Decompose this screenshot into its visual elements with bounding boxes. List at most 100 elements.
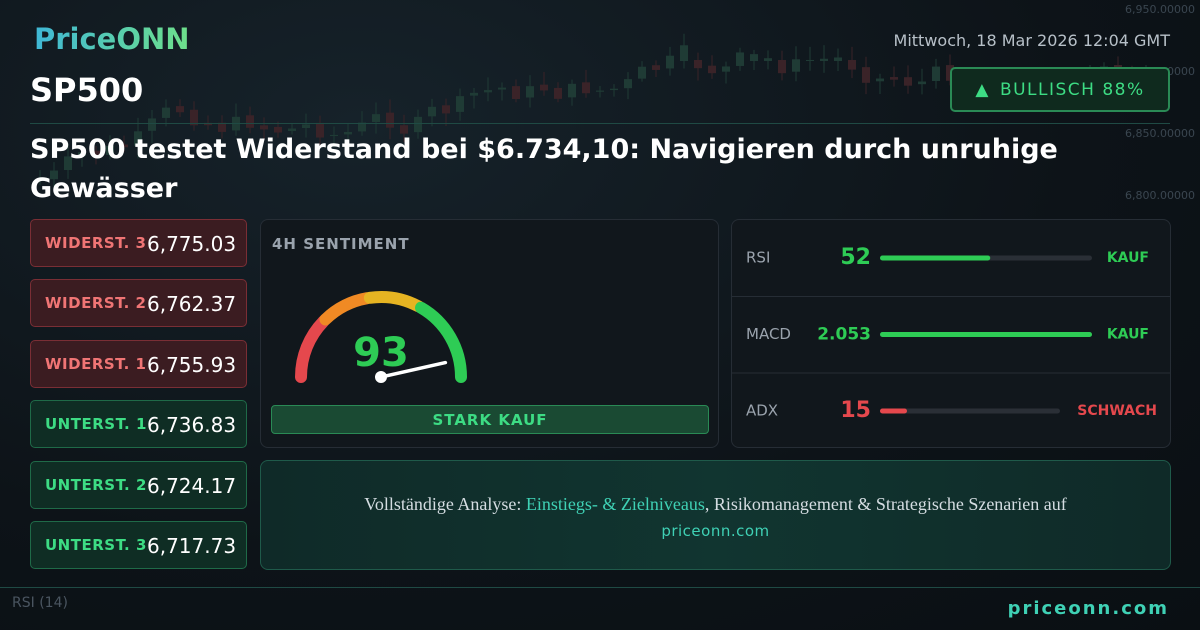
candle-body <box>918 81 926 85</box>
indicator-value: 52 <box>840 245 871 270</box>
gauge-arc <box>415 301 467 383</box>
headline: SP500 testet Widerstand bei $6.734,10: N… <box>30 134 1058 204</box>
cta-start: Vollständige Analyse: <box>364 494 526 514</box>
candle-body <box>638 66 646 79</box>
candle-body <box>736 52 744 66</box>
score: 93 <box>353 330 409 376</box>
sentiment-panel: 4H SENTIMENT 93 STARK KAUF <box>260 219 719 448</box>
candle-body <box>428 106 436 117</box>
axis-label: 6,950.00000 <box>1125 3 1195 16</box>
candle-body <box>680 45 688 61</box>
up-icon: ▲ <box>975 79 990 100</box>
candle-body <box>792 59 800 72</box>
level-label: UNTERST. 1 <box>45 415 147 434</box>
signal-button: STARK KAUF <box>271 405 709 434</box>
indicator-name: RSI <box>746 249 770 267</box>
indicator-bar <box>880 408 907 414</box>
candle-body <box>274 126 282 133</box>
candle-body <box>330 134 338 137</box>
level-value: 6,724.17 <box>147 473 237 498</box>
bottom-divider <box>0 587 1200 588</box>
cta-highlight: Einstiegs- & Zielniveaus <box>525 494 705 514</box>
candle-body <box>540 84 548 91</box>
candle-body <box>134 131 142 146</box>
level-box: WIDERST. 3 6,775.03 <box>30 219 247 267</box>
candle-body <box>260 125 268 130</box>
badge-text: BULLISCH 88% <box>999 79 1145 100</box>
candle-body <box>288 128 296 132</box>
candle-body <box>610 88 618 91</box>
gauge-arc <box>295 315 330 383</box>
candle-body <box>876 78 884 82</box>
level-value: 6,736.83 <box>147 413 237 438</box>
candle-body <box>932 66 940 82</box>
panel-title: 4H SENTIMENT <box>272 235 410 253</box>
candle-body <box>162 107 170 118</box>
candle-body <box>596 90 604 92</box>
candle-body <box>358 122 366 132</box>
level-value: 6,775.03 <box>147 232 237 256</box>
indicator-track <box>880 408 1060 414</box>
cta-panel: Vollständige Analyse: Einstiegs- & Zieln… <box>260 460 1171 570</box>
date: Mittwoch, 18 Mar 2026 12:04 GMT <box>893 31 1170 50</box>
candle-body <box>834 57 842 61</box>
level-label: WIDERST. 3 <box>45 234 147 252</box>
indicator-value: 15 <box>840 398 871 423</box>
indicator-bar-full <box>880 332 1092 337</box>
candle-body <box>148 118 156 131</box>
candle-body <box>484 90 492 93</box>
level-box: UNTERST. 3 6,717.73 <box>30 521 247 569</box>
candle-body <box>862 67 870 83</box>
candle-body <box>176 106 184 113</box>
indicator-signal: SCHWACH <box>1077 403 1157 419</box>
candle-body <box>750 54 758 61</box>
divider <box>30 123 1170 124</box>
candle-body <box>372 114 380 123</box>
candle-body <box>120 144 128 148</box>
cta-link[interactable]: priceonn.com <box>661 522 770 540</box>
candle-body <box>652 65 660 70</box>
level-box: UNTERST. 2 6,724.17 <box>30 460 247 509</box>
candle-body <box>708 65 716 74</box>
candle-body <box>78 152 86 156</box>
brand[interactable]: priceonn.com <box>1007 598 1169 619</box>
level-box: WIDERST. 1 6,755.93 <box>30 339 247 388</box>
candle-body <box>218 122 226 132</box>
axis-label: 6,850.00000 <box>1125 127 1195 140</box>
indicator-name: MACD <box>746 325 791 343</box>
level-label: UNTERST. 3 <box>45 536 147 554</box>
candle-body <box>344 131 352 135</box>
indicator-signal: KAUF <box>1107 250 1149 266</box>
level-box: WIDERST. 2 6,762.37 <box>30 279 247 328</box>
candle-body <box>456 96 464 112</box>
candle-body <box>442 105 450 114</box>
candle-body <box>316 122 324 138</box>
gauge: 93 <box>295 291 467 383</box>
level-label: WIDERST. 1 <box>45 354 147 373</box>
level-value: 6,755.93 <box>147 352 237 377</box>
candle-body <box>904 77 912 86</box>
candle-body <box>820 58 828 61</box>
candle-body <box>890 77 898 80</box>
sentiment-badge: ▲ BULLISCH 88% <box>950 67 1170 112</box>
candle-body <box>106 145 114 155</box>
indicator-bar <box>880 255 991 261</box>
candle-body <box>582 82 590 94</box>
indicators-panel: RSI 52 KAUF MACD 2.053 KAUF ADX 15 SCHWACH <box>731 219 1171 448</box>
candle-body <box>624 79 632 89</box>
candle-body <box>470 92 478 96</box>
candle-body <box>36 179 44 181</box>
gauge-pivot <box>375 371 387 383</box>
candle-body <box>806 59 814 61</box>
candle-body <box>50 170 58 180</box>
axis-label: 6,800.00000 <box>1125 189 1195 202</box>
level-value: 6,717.73 <box>147 534 237 558</box>
candle-body <box>246 115 254 128</box>
cta-text: Vollständige Analyse: Einstiegs- & Zieln… <box>261 494 1170 515</box>
gauge-arc <box>363 291 425 313</box>
candle-body <box>554 87 562 99</box>
candle-body <box>414 116 422 133</box>
indicator-value: 2.053 <box>817 325 871 345</box>
indicator-label: RSI (14) <box>12 595 68 611</box>
